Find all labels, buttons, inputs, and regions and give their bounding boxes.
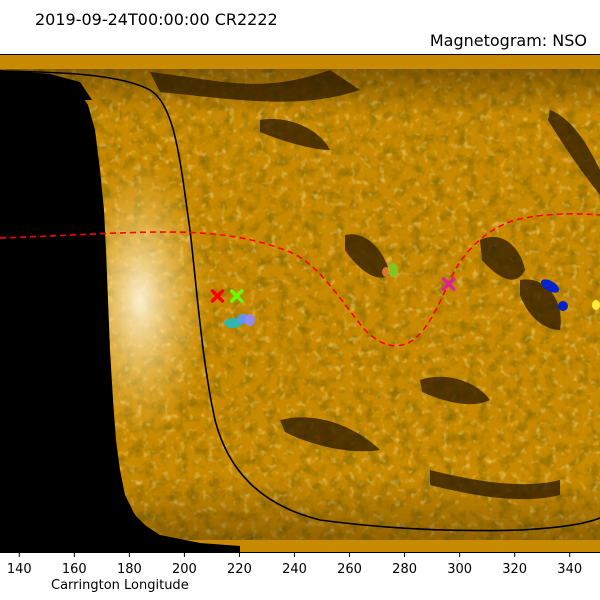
x-tick-label: 260 [337, 562, 362, 577]
x-tick-label: 240 [282, 562, 307, 577]
green-blob [388, 263, 398, 277]
x-tick-label: 180 [117, 562, 142, 577]
yellow-blob [592, 300, 600, 310]
x-tick-label: 280 [392, 562, 417, 577]
neutral-line [0, 213, 600, 347]
magnetogram-title: Magnetogram: NSO [429, 31, 587, 50]
markers [210, 277, 456, 303]
source-blobs [224, 263, 600, 328]
x-tick-label: 340 [557, 562, 582, 577]
euv-map [0, 55, 600, 552]
red-cross-marker [210, 289, 225, 303]
x-tick-label: 200 [172, 562, 197, 577]
occulted-region [0, 55, 240, 552]
dark-features [150, 70, 600, 500]
x-tick-label: 220 [227, 562, 252, 577]
top-strip [0, 55, 600, 69]
x-tick-label: 140 [7, 562, 32, 577]
x-ticks: 140 160 180 200 220 240 260 280 300 320 340 [7, 553, 582, 577]
x-axis-label: Carrington Longitude [51, 578, 189, 593]
occulted-bottom [0, 470, 240, 552]
date-carrington-title: 2019-09-24T00:00:00 CR2222 [35, 10, 278, 29]
violet-blob [245, 314, 255, 326]
x-tick-label: 160 [62, 562, 87, 577]
magenta-cross-marker [441, 277, 456, 291]
x-tick-label: 320 [502, 562, 527, 577]
dark-blue-dot [558, 301, 568, 311]
green-cross-marker [229, 289, 244, 303]
x-tick-label: 300 [447, 562, 472, 577]
boundary-curve [0, 70, 600, 532]
orange-blob [382, 267, 390, 277]
dark-blue-blob [540, 279, 560, 293]
occulted-top [0, 70, 92, 100]
